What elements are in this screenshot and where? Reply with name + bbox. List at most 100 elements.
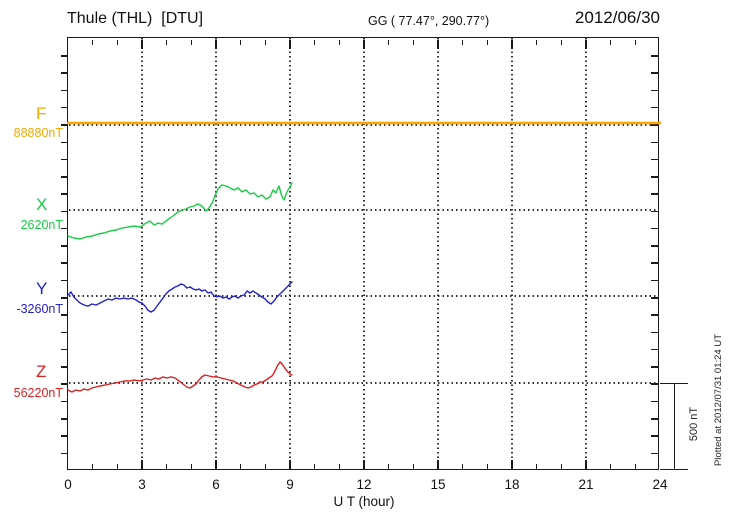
tick-bottom — [239, 463, 242, 469]
tick-right — [651, 262, 659, 264]
tick-bottom — [264, 463, 267, 469]
tick-top — [239, 39, 242, 45]
tick-top — [141, 39, 143, 49]
tick-top — [634, 39, 637, 45]
tick-left — [60, 366, 68, 368]
tick-left — [60, 89, 68, 92]
tick-top — [165, 39, 168, 45]
gridline-vertical — [215, 38, 217, 470]
tick-right — [651, 245, 659, 247]
x-tick-label: 3 — [138, 477, 146, 492]
x-tick-label: 6 — [212, 477, 220, 492]
tick-right — [651, 418, 659, 420]
value-F: 88880nT — [13, 126, 63, 140]
tick-right — [651, 158, 659, 161]
tick-bottom — [486, 463, 489, 469]
value-X: 2620nT — [20, 218, 63, 232]
tick-bottom — [609, 463, 612, 469]
tick-bottom — [215, 459, 217, 469]
station-title: Thule (THL) [DTU] — [67, 10, 204, 27]
tick-left — [60, 314, 68, 316]
tick-top — [363, 39, 365, 49]
tick-bottom — [560, 463, 563, 469]
tick-bottom — [363, 459, 365, 469]
label-Y: Y — [36, 279, 48, 298]
tick-top — [437, 39, 439, 49]
tick-left — [60, 435, 68, 437]
baseline-dotted — [69, 209, 659, 211]
tick-right — [651, 400, 659, 403]
trace-Z — [67, 361, 293, 393]
tick-right — [651, 383, 659, 385]
tick-right — [651, 124, 659, 126]
tick-bottom — [387, 463, 390, 469]
tick-top — [116, 39, 119, 45]
label-F: F — [36, 104, 47, 123]
tick-left — [60, 158, 68, 161]
gridline-vertical — [585, 38, 587, 470]
tick-bottom — [412, 463, 415, 469]
tick-top — [289, 39, 291, 49]
tick-bottom — [165, 463, 168, 469]
tick-bottom — [116, 463, 119, 469]
x-tick-label: 21 — [578, 477, 594, 492]
plot-frame — [67, 37, 659, 470]
x-axis-title: U T (hour) — [333, 494, 395, 509]
gridline-vertical — [437, 38, 439, 470]
tick-right — [651, 297, 659, 299]
tick-left — [60, 176, 68, 178]
x-tick-label: 9 — [286, 477, 294, 492]
tick-left — [60, 331, 68, 334]
scale-bar-label: 500 nT — [688, 406, 700, 442]
tick-top — [387, 39, 390, 45]
tick-top — [313, 39, 316, 45]
tick-left — [60, 227, 68, 230]
tick-left — [60, 210, 68, 213]
tick-top — [91, 39, 94, 45]
tick-bottom — [313, 463, 316, 469]
gridline-vertical — [511, 38, 513, 470]
tick-right — [651, 227, 659, 230]
value-Y: -3260nT — [16, 302, 63, 316]
tick-right — [651, 89, 659, 92]
tick-top — [264, 39, 267, 45]
x-tick-label: 12 — [356, 477, 372, 492]
baseline-dotted — [69, 295, 659, 297]
trace-X — [67, 182, 293, 240]
tick-right — [651, 55, 659, 57]
observation-date: 2012/06/30 — [574, 8, 660, 27]
x-tick-label: 15 — [430, 477, 446, 492]
tick-left — [60, 348, 68, 351]
tick-left — [60, 262, 68, 264]
tick-top — [412, 39, 415, 45]
tick-top — [609, 39, 612, 45]
tick-left — [60, 193, 68, 195]
label-Z: Z — [36, 362, 47, 381]
tick-right — [651, 72, 659, 74]
tick-top — [535, 39, 538, 45]
tick-top — [560, 39, 563, 45]
tick-left — [60, 124, 68, 126]
tick-bottom — [91, 463, 94, 469]
baseline-dotted — [69, 124, 659, 126]
tick-left — [60, 106, 68, 109]
gridline-vertical — [141, 38, 143, 470]
tick-right — [651, 141, 659, 144]
tick-bottom — [585, 459, 587, 469]
tick-bottom — [289, 459, 291, 469]
x-tick-label: 24 — [652, 477, 668, 492]
tick-bottom — [190, 463, 193, 469]
tick-top — [585, 39, 587, 49]
tick-bottom — [338, 463, 341, 469]
tick-left — [60, 141, 68, 144]
tick-top — [190, 39, 193, 45]
tick-left — [60, 245, 68, 247]
tick-bottom — [511, 459, 513, 469]
tick-right — [651, 452, 659, 455]
tick-top — [338, 39, 341, 45]
tick-right — [651, 435, 659, 437]
tick-left — [60, 297, 68, 299]
tick-right — [651, 106, 659, 109]
